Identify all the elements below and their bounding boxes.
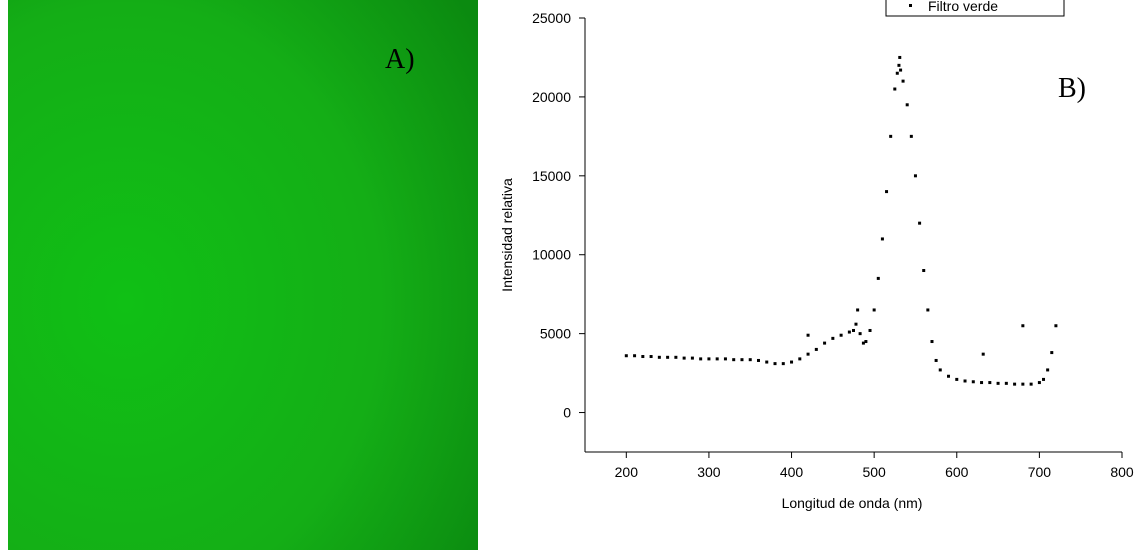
y-tick-label: 20000 bbox=[532, 89, 571, 105]
data-point bbox=[657, 355, 661, 359]
data-point bbox=[1050, 351, 1054, 355]
x-tick-label: 500 bbox=[862, 464, 886, 480]
data-point bbox=[707, 357, 711, 361]
data-point bbox=[980, 381, 984, 385]
data-point bbox=[823, 341, 827, 345]
x-tick-label: 300 bbox=[697, 464, 721, 480]
data-point bbox=[723, 357, 727, 361]
data-point bbox=[897, 63, 901, 67]
data-point bbox=[899, 68, 903, 72]
x-axis-title: Longitud de onda (nm) bbox=[782, 495, 923, 511]
data-point bbox=[868, 328, 872, 332]
data-point bbox=[624, 354, 628, 358]
data-point bbox=[1029, 382, 1033, 386]
x-tick-label: 200 bbox=[615, 464, 639, 480]
data-point bbox=[930, 340, 934, 344]
data-point bbox=[1004, 381, 1008, 385]
data-point bbox=[847, 330, 851, 334]
data-point bbox=[1037, 381, 1041, 385]
data-point bbox=[699, 357, 703, 361]
data-point bbox=[781, 362, 785, 366]
data-point bbox=[934, 358, 938, 362]
data-point bbox=[861, 341, 865, 345]
data-point bbox=[901, 79, 905, 83]
data-point bbox=[748, 358, 752, 362]
data-point bbox=[814, 347, 818, 351]
data-point bbox=[852, 328, 855, 332]
data-point bbox=[938, 368, 942, 372]
data-point bbox=[773, 362, 777, 366]
data-point bbox=[682, 356, 686, 360]
data-point bbox=[922, 269, 926, 273]
data-point bbox=[893, 87, 897, 91]
x-tick-label: 700 bbox=[1028, 464, 1052, 480]
data-point bbox=[918, 221, 922, 225]
data-point bbox=[988, 381, 992, 385]
data-point bbox=[806, 352, 810, 356]
data-point bbox=[971, 380, 975, 384]
data-point bbox=[674, 355, 678, 359]
data-point bbox=[876, 276, 880, 280]
data-point bbox=[649, 355, 653, 359]
panel-label: B) bbox=[1058, 73, 1086, 104]
data-point bbox=[756, 358, 760, 362]
data-point bbox=[856, 308, 860, 312]
data-point bbox=[1042, 377, 1046, 381]
data-point bbox=[955, 377, 959, 381]
data-point bbox=[732, 358, 736, 362]
data-point bbox=[1021, 324, 1025, 328]
green-filter-image bbox=[8, 0, 478, 550]
legend-label: Filtro verde bbox=[928, 0, 998, 14]
data-point bbox=[1013, 382, 1017, 386]
data-point bbox=[981, 352, 985, 356]
x-tick-label: 600 bbox=[945, 464, 969, 480]
data-point bbox=[1054, 324, 1058, 328]
data-point bbox=[885, 190, 889, 194]
panel-label: A) bbox=[385, 44, 415, 75]
y-tick-label: 25000 bbox=[532, 10, 571, 26]
data-point bbox=[839, 333, 843, 337]
data-point bbox=[864, 340, 868, 344]
data-point bbox=[895, 71, 899, 75]
data-point bbox=[913, 174, 917, 178]
data-point bbox=[898, 55, 902, 59]
x-tick-label: 400 bbox=[780, 464, 804, 480]
y-tick-label: 10000 bbox=[532, 247, 571, 263]
data-point bbox=[996, 381, 1000, 385]
data-point bbox=[947, 374, 951, 378]
data-point bbox=[690, 356, 694, 360]
y-tick-label: 0 bbox=[563, 405, 571, 421]
data-point bbox=[831, 336, 835, 340]
data-point bbox=[926, 308, 930, 312]
data-point bbox=[1021, 382, 1025, 386]
y-tick-label: 5000 bbox=[540, 326, 571, 342]
data-point bbox=[1046, 368, 1050, 372]
data-point bbox=[905, 103, 909, 107]
data-point bbox=[765, 360, 769, 364]
data-point bbox=[666, 355, 670, 359]
y-tick-label: 15000 bbox=[532, 168, 571, 184]
legend-box bbox=[885, 0, 1065, 17]
data-point bbox=[798, 357, 802, 361]
data-point bbox=[854, 322, 858, 326]
data-point bbox=[806, 333, 810, 337]
data-point bbox=[633, 354, 637, 358]
data-point bbox=[889, 134, 893, 138]
data-point bbox=[715, 357, 719, 361]
data-point bbox=[790, 360, 794, 364]
data-point bbox=[858, 332, 862, 336]
data-point bbox=[872, 308, 876, 312]
data-point bbox=[740, 358, 744, 362]
data-point bbox=[963, 379, 967, 383]
data-point bbox=[909, 134, 913, 138]
data-point bbox=[880, 237, 884, 241]
data-point bbox=[641, 355, 645, 359]
legend-marker bbox=[909, 4, 912, 7]
x-tick-label: 800 bbox=[1110, 464, 1134, 480]
y-axis-title: Intensidad relativa bbox=[499, 178, 515, 292]
